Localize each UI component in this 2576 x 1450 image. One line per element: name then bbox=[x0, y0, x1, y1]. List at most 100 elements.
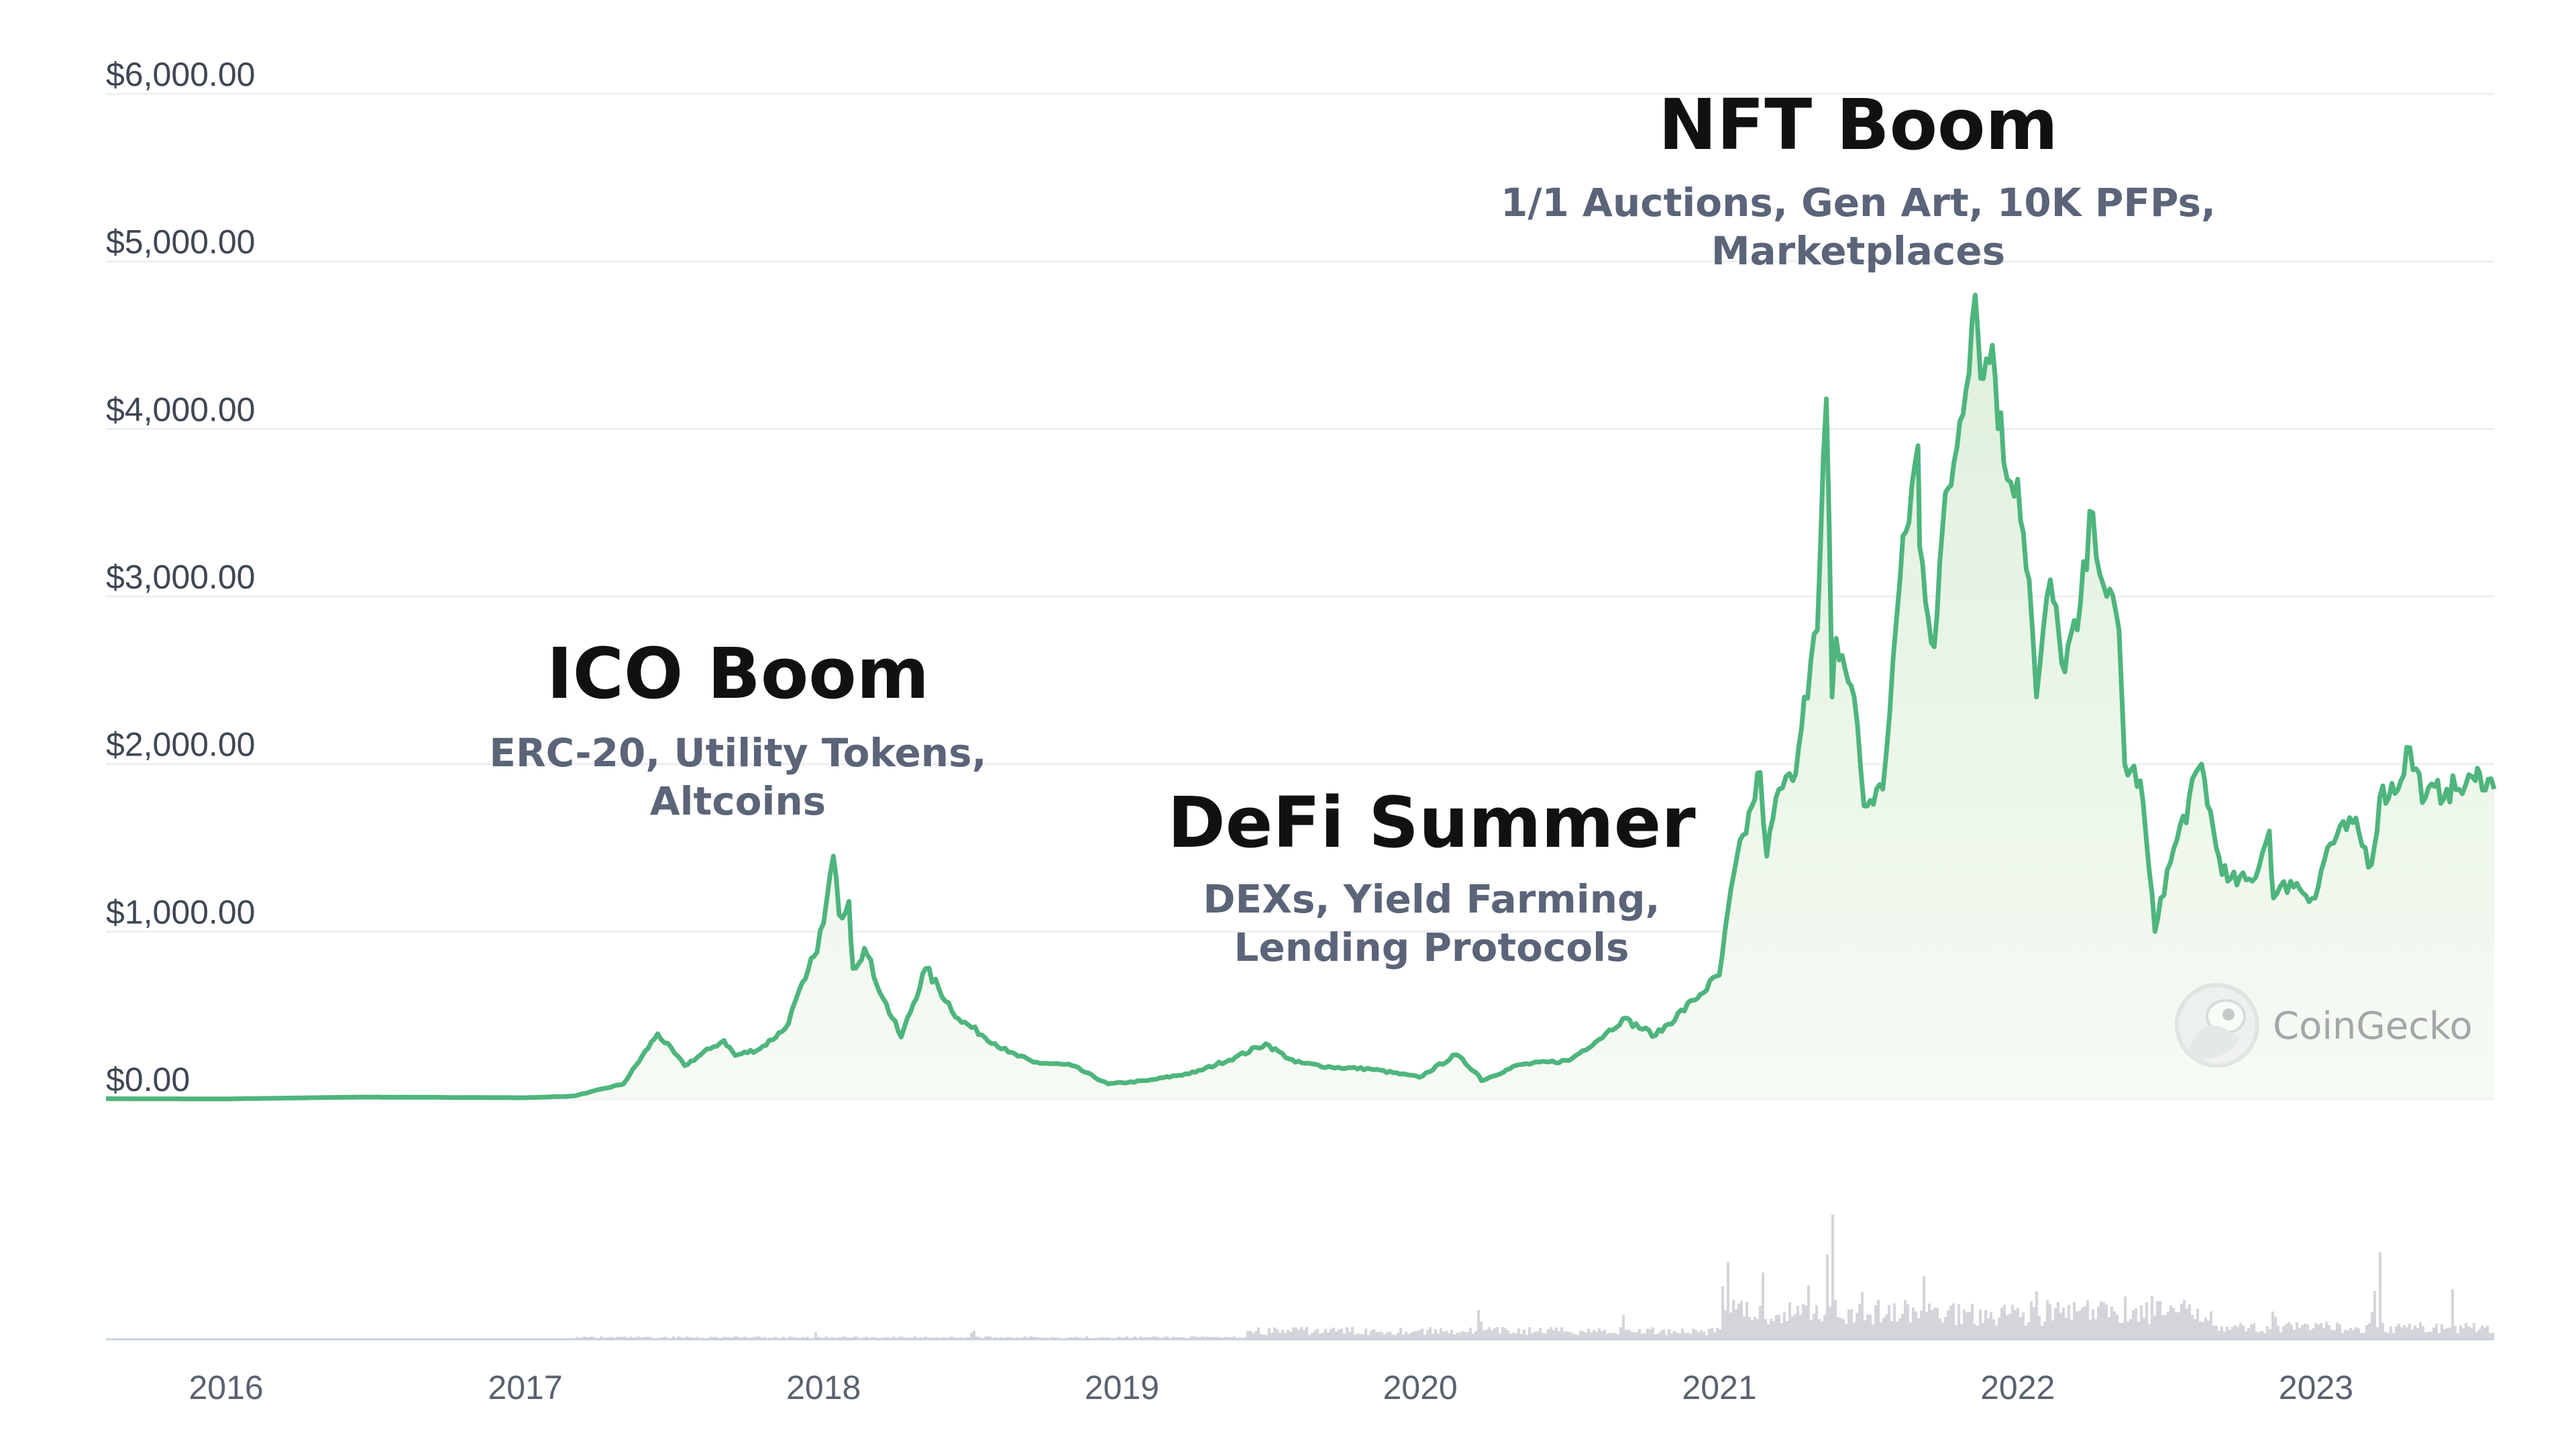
volume-bar bbox=[1534, 1331, 1536, 1339]
volume-bar bbox=[1555, 1327, 1558, 1339]
volume-bar bbox=[1429, 1327, 1432, 1339]
volume-bar bbox=[1971, 1304, 1974, 1339]
volume-bar bbox=[1941, 1323, 1944, 1339]
watermark-text: CoinGecko bbox=[2273, 1004, 2473, 1048]
volume-bar bbox=[1525, 1335, 1528, 1339]
volume-bar bbox=[2041, 1326, 2043, 1339]
x-tick-label: 2021 bbox=[1682, 1369, 1756, 1406]
volume-bar bbox=[1665, 1335, 1668, 1339]
volume-bar bbox=[1928, 1303, 1931, 1339]
volume-bar bbox=[1990, 1312, 1992, 1339]
volume-bar bbox=[2403, 1325, 2406, 1339]
volume-bar bbox=[2062, 1307, 2065, 1339]
volume-bar bbox=[2416, 1328, 2419, 1339]
volume-bar bbox=[2057, 1302, 2059, 1339]
volume-bar bbox=[2263, 1333, 2266, 1339]
volume-bar bbox=[1171, 1337, 1174, 1339]
volume-bar bbox=[2148, 1324, 2151, 1339]
volume-bar bbox=[1308, 1335, 1311, 1339]
volume-bar bbox=[1882, 1318, 1885, 1339]
volume-bar bbox=[2145, 1302, 2148, 1339]
volume-bar bbox=[2387, 1333, 2390, 1339]
volume-bar bbox=[1823, 1314, 1826, 1339]
volume-bar bbox=[2186, 1308, 2188, 1339]
volume-bar bbox=[1974, 1324, 1976, 1339]
volume-bar bbox=[1759, 1306, 1762, 1339]
volume-bar bbox=[2392, 1333, 2395, 1339]
volume-bar bbox=[2381, 1323, 2384, 1339]
volume-bar bbox=[1703, 1332, 1705, 1339]
y-tick-label: $3,000.00 bbox=[106, 558, 255, 596]
volume-bar bbox=[1998, 1317, 2000, 1339]
volume-bar bbox=[2419, 1322, 2422, 1339]
volume-bar bbox=[1885, 1314, 1888, 1339]
volume-bar bbox=[672, 1336, 675, 1339]
x-tick-label: 2019 bbox=[1085, 1369, 1159, 1406]
volume-bar bbox=[1619, 1327, 1622, 1339]
volume-bar bbox=[745, 1337, 747, 1339]
volume-bar bbox=[1542, 1333, 1544, 1339]
volume-bar bbox=[1201, 1336, 1203, 1339]
volume-bar bbox=[1754, 1316, 1756, 1339]
volume-bar bbox=[2223, 1331, 2226, 1339]
volume-bar bbox=[2285, 1324, 2288, 1339]
volume-bar bbox=[2336, 1322, 2339, 1339]
volume-bar bbox=[1574, 1334, 1576, 1339]
volume-bar bbox=[1770, 1318, 1772, 1339]
volume-bar bbox=[2169, 1305, 2172, 1339]
volume-bar bbox=[1791, 1316, 1794, 1339]
volume-bar bbox=[2253, 1323, 2255, 1339]
volume-bar bbox=[2467, 1326, 2470, 1339]
volume-bar bbox=[1456, 1333, 1458, 1339]
volume-bar bbox=[1611, 1333, 1614, 1339]
volume-bar bbox=[2470, 1328, 2473, 1339]
volume-bar bbox=[825, 1336, 828, 1339]
volume-bar bbox=[1641, 1333, 1644, 1339]
volume-bar bbox=[1391, 1334, 1394, 1339]
volume-bar bbox=[1877, 1300, 1880, 1339]
volume-bar bbox=[1348, 1331, 1351, 1339]
annotation-title: DeFi Summer bbox=[1167, 782, 1695, 864]
volume-bar bbox=[2368, 1323, 2371, 1339]
volume-bar bbox=[1818, 1319, 1821, 1339]
x-tick-label: 2020 bbox=[1383, 1369, 1457, 1406]
volume-bar bbox=[629, 1337, 632, 1339]
volume-bar bbox=[1815, 1305, 1818, 1339]
volume-bar bbox=[2475, 1331, 2478, 1339]
volume-bar bbox=[1155, 1337, 1158, 1339]
volume-bar bbox=[1442, 1331, 1445, 1339]
volume-bar bbox=[1670, 1333, 1673, 1339]
volume-bar bbox=[1214, 1337, 1217, 1339]
volume-bar bbox=[1523, 1329, 1525, 1339]
volume-bar bbox=[2320, 1323, 2322, 1339]
volume-bar bbox=[2127, 1321, 2129, 1339]
volume-bar bbox=[2196, 1308, 2199, 1339]
volume-bar bbox=[1590, 1332, 1593, 1339]
volume-bar bbox=[1775, 1314, 1778, 1339]
volume-bar bbox=[1252, 1333, 1254, 1339]
volume-bar bbox=[1279, 1333, 1281, 1339]
volume-bar bbox=[884, 1337, 887, 1339]
volume-bar bbox=[2296, 1322, 2298, 1339]
volume-bar bbox=[1563, 1331, 1566, 1339]
y-tick-label: $6,000.00 bbox=[106, 56, 255, 93]
volume-bar bbox=[2094, 1318, 2097, 1339]
volume-bar bbox=[830, 1337, 833, 1339]
volume-bar bbox=[817, 1337, 820, 1339]
volume-bar bbox=[1915, 1311, 1917, 1339]
volume-bar bbox=[715, 1337, 718, 1339]
volume-bar bbox=[1469, 1327, 1472, 1339]
volume-bar bbox=[1445, 1331, 1448, 1339]
volume-bar bbox=[589, 1337, 592, 1339]
volume-bar bbox=[1732, 1299, 1735, 1339]
volume-bar bbox=[2478, 1329, 2481, 1339]
volume-bar bbox=[1966, 1312, 1968, 1339]
volume-bar bbox=[1842, 1318, 1845, 1339]
gecko-icon bbox=[2175, 983, 2259, 1068]
volume-bar bbox=[753, 1337, 755, 1339]
volume-bar bbox=[914, 1336, 916, 1339]
volume-bar bbox=[892, 1336, 895, 1339]
volume-bar bbox=[1845, 1323, 1847, 1339]
volume-bar bbox=[863, 1337, 865, 1339]
volume-bar bbox=[1630, 1331, 1633, 1339]
